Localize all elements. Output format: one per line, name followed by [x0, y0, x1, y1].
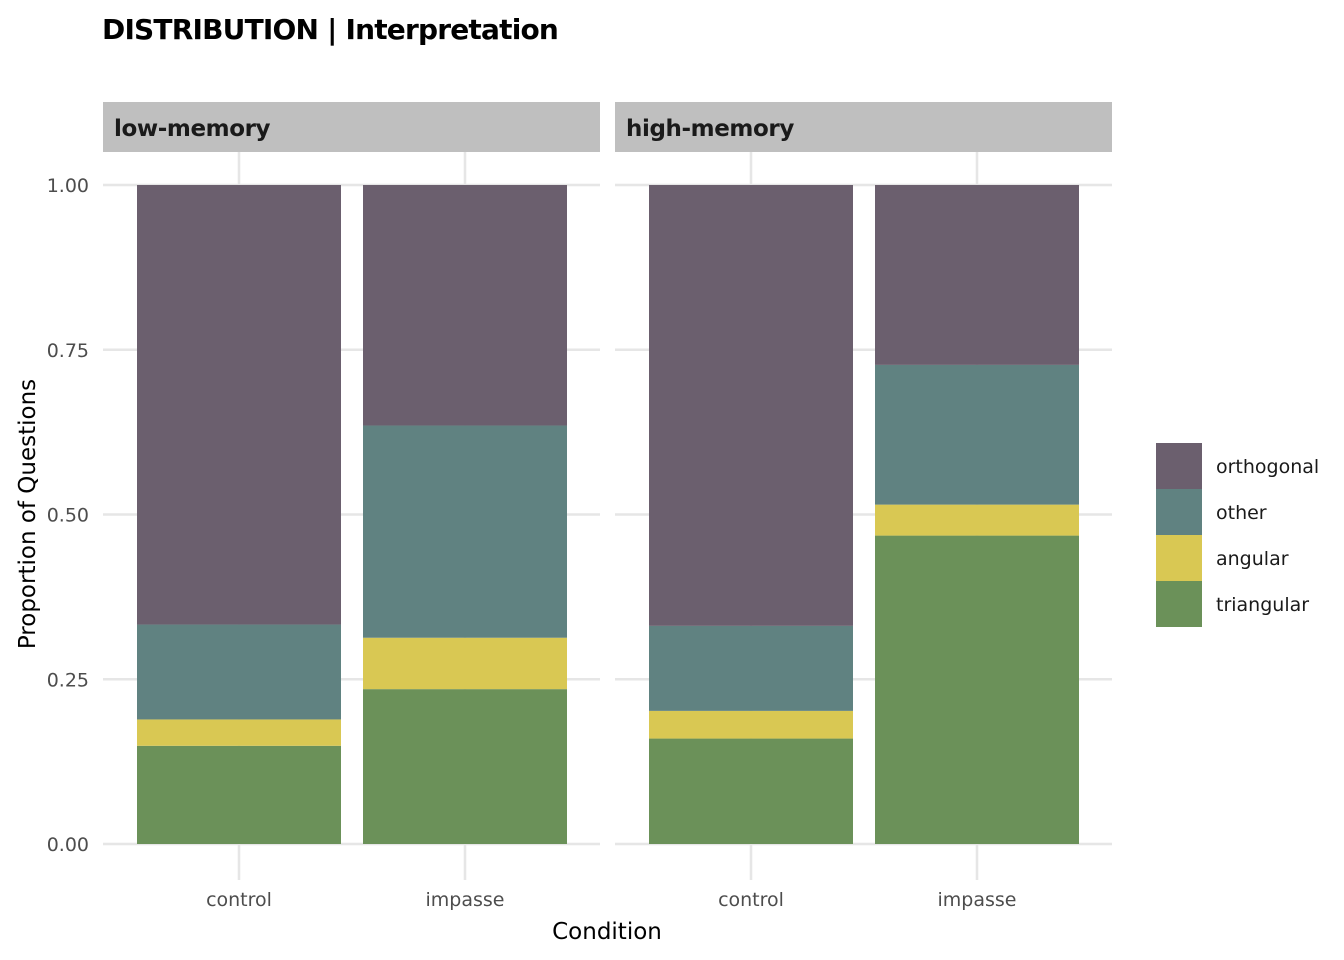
y-tick-label: 0.75: [47, 340, 89, 362]
y-tick-label: 0.00: [47, 834, 89, 856]
facet-panel-high-memory: high-memory control impasse: [615, 102, 1112, 911]
bar-segment-orthogonal-low-memory-impasse: [363, 185, 567, 426]
facet-strip: [103, 102, 600, 152]
y-tick-label: 0.25: [47, 669, 89, 691]
y-tick-label: 1.00: [47, 175, 89, 197]
bar-segment-angular-high-memory-control: [649, 710, 853, 739]
facet-strip-label: low-memory: [114, 116, 271, 142]
legend-label-other: other: [1216, 502, 1267, 524]
legend-swatch-orthogonal: [1156, 443, 1202, 489]
chart-title: DISTRIBUTION | Interpretation: [102, 13, 558, 46]
legend-label-triangular: triangular: [1216, 594, 1309, 616]
bar-segment-triangular-high-memory-impasse: [875, 535, 1079, 844]
legend-label-angular: angular: [1216, 548, 1289, 570]
legend-label-orthogonal: orthogonal: [1216, 456, 1319, 478]
legend-swatch-angular: [1156, 535, 1202, 581]
x-tick-label: impasse: [938, 889, 1017, 911]
x-axis-title: Condition: [552, 919, 662, 945]
legend: orthogonal other angular triangular: [1156, 443, 1319, 627]
bar-segment-triangular-low-memory-impasse: [363, 689, 567, 844]
bar-segment-triangular-low-memory-control: [137, 745, 341, 844]
bar-segment-angular-low-memory-control: [137, 719, 341, 746]
bar-segment-orthogonal-high-memory-impasse: [875, 185, 1079, 365]
bar-segment-other-high-memory-impasse: [875, 364, 1079, 505]
bar-segment-angular-low-memory-impasse: [363, 637, 567, 690]
x-tick-label: control: [718, 889, 784, 911]
facet-strip-label: high-memory: [626, 116, 794, 142]
bar-segment-triangular-high-memory-control: [649, 738, 853, 844]
bar-segment-other-high-memory-control: [649, 625, 853, 711]
bar-segment-orthogonal-high-memory-control: [649, 185, 853, 626]
x-tick-label: impasse: [426, 889, 505, 911]
bar-segment-angular-high-memory-impasse: [875, 504, 1079, 536]
legend-swatch-other: [1156, 489, 1202, 535]
facet-strip: [615, 102, 1112, 152]
y-tick-label: 0.50: [47, 505, 89, 527]
facet-panel-low-memory: low-memory control impasse: [103, 102, 600, 911]
y-axis: 0.00 0.25 0.50 0.75 1.00: [47, 175, 89, 856]
y-axis-title: Proportion of Questions: [15, 379, 41, 649]
legend-swatch-triangular: [1156, 581, 1202, 627]
bar-segment-other-low-memory-impasse: [363, 425, 567, 638]
bar-segment-other-low-memory-control: [137, 624, 341, 720]
facet-panels: low-memory control impasse high-memory contr…: [103, 102, 1112, 911]
bar-segment-orthogonal-low-memory-control: [137, 185, 341, 625]
x-tick-label: control: [206, 889, 272, 911]
